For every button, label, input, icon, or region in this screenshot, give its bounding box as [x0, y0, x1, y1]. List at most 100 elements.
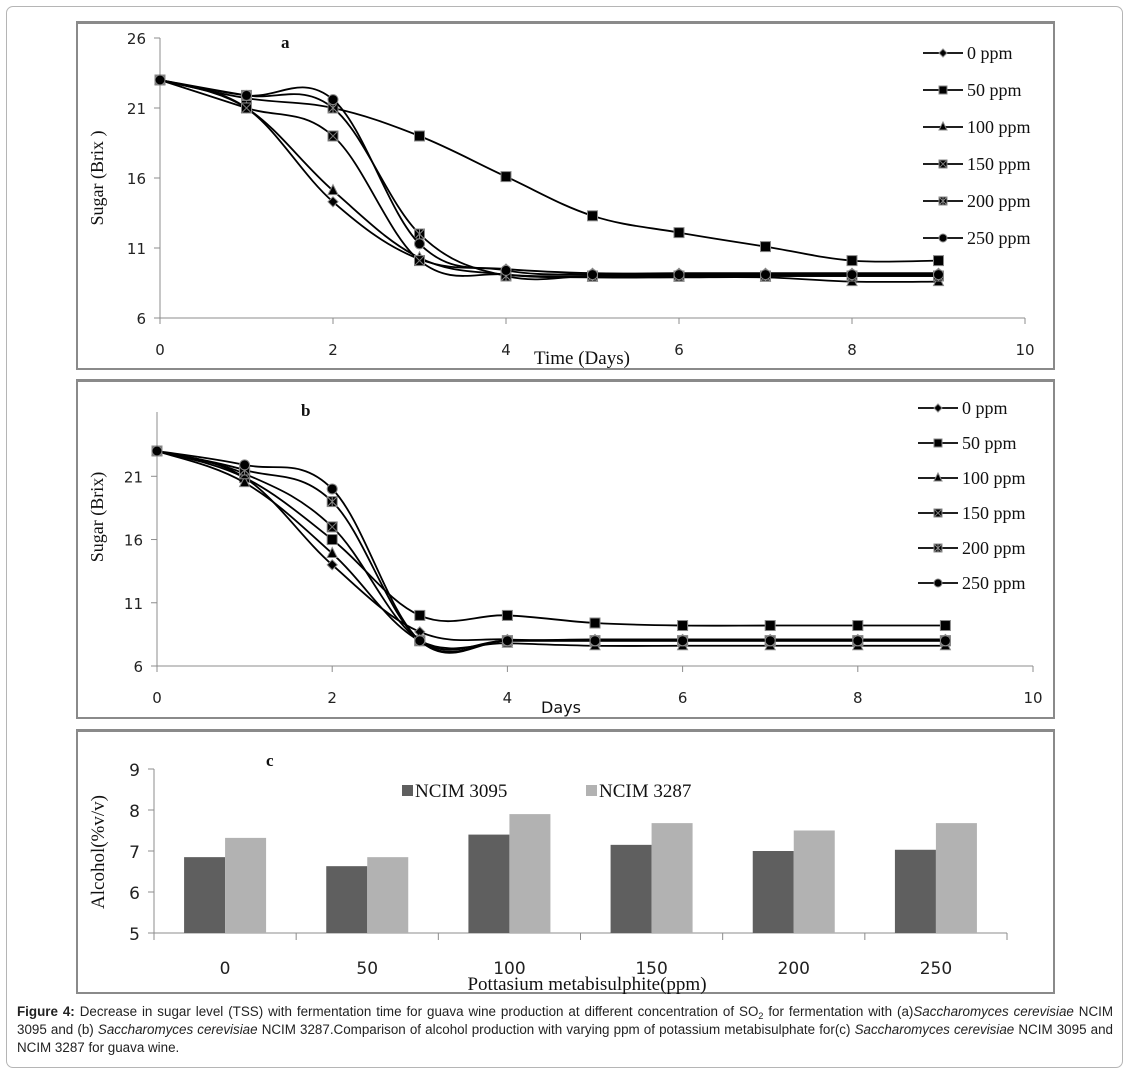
panel-label: b [301, 401, 310, 420]
series-line [159, 79, 939, 283]
chart-b-panel: 6 11 16 21 0 2 4 6 8 10 Days Sugar (Brix) b 0 ppm 50 p… [76, 379, 1055, 719]
data-point [764, 635, 776, 647]
legend-label: 150 ppm [962, 503, 1026, 523]
legend-marker-cross [933, 508, 943, 518]
legend-label: 0 ppm [967, 43, 1013, 63]
data-point [238, 475, 251, 488]
panel-label: a [281, 33, 290, 52]
series-line [159, 79, 939, 275]
series-line [159, 79, 939, 263]
y-tick-label: 21 [124, 468, 143, 486]
legend-marker [938, 120, 948, 131]
y-tick-label: 6 [136, 310, 146, 328]
x-tick-label: 100 [493, 959, 525, 979]
data-point-cross [241, 102, 252, 114]
x-axis-label: Time (Days) [534, 348, 630, 369]
legend-item: 250 ppm [918, 573, 1026, 593]
data-point [677, 635, 689, 647]
chart-a-panel: 6 11 16 21 26 0 2 4 6 8 10 Time (Days) Sugar (Brix )… [76, 21, 1055, 370]
data-point-star [326, 496, 338, 507]
legend-item: NCIM 3287 [586, 781, 691, 802]
caption-text: for fermentation with (a) [763, 1004, 914, 1019]
data-point [154, 74, 166, 86]
x-tick-label: 2 [327, 689, 337, 707]
legend-item: 50 ppm [923, 80, 1022, 100]
data-point [326, 546, 339, 558]
caption-species: Saccharomyces cerevisiae [913, 1004, 1074, 1019]
caption-text: NCIM 3287.Comparison of alcohol producti… [257, 1022, 855, 1037]
caption-subscript: 2 [758, 1011, 764, 1021]
x-tick-label: 0 [220, 959, 231, 979]
data-point [587, 210, 598, 222]
data-point [327, 196, 339, 208]
data-point [500, 171, 512, 183]
data-point [326, 559, 338, 571]
data-point-cross [414, 255, 425, 266]
legend-label: NCIM 3287 [599, 781, 691, 802]
y-tick-label: 16 [124, 532, 143, 550]
data-point [326, 534, 338, 546]
data-point [933, 269, 944, 281]
x-tick-label: 0 [155, 341, 165, 359]
x-tick-label: 2 [328, 341, 338, 359]
x-tick-label: 4 [501, 341, 511, 359]
data-point [673, 269, 685, 281]
x-axis-label: Days [541, 698, 581, 717]
legend-marker [938, 48, 948, 58]
legend-label: 50 ppm [962, 433, 1017, 453]
bar-NCIM-3095 [326, 866, 368, 933]
caption-species: Saccharomyces cerevisiae [97, 1022, 258, 1037]
bar-NCIM-3095 [610, 844, 652, 933]
legend-label: 200 ppm [962, 538, 1026, 558]
caption-text: NCIM 3095 and NCIM 3287 for guava wine. [17, 1022, 1113, 1055]
y-tick-label: 11 [124, 595, 143, 613]
x-tick-label: 10 [1023, 689, 1042, 707]
bar-NCIM-3287 [225, 837, 267, 933]
chart-b: 6 11 16 21 0 2 4 6 8 10 Days Sugar (Brix) b 0 ppm 50 p… [87, 398, 1043, 717]
legend-marker-star [938, 196, 948, 206]
x-tick-label: 6 [678, 689, 688, 707]
figure-frame [6, 6, 1123, 1068]
y-tick-label: 26 [127, 30, 146, 48]
x-tick-label: 8 [853, 689, 863, 707]
y-tick-label: 16 [127, 170, 146, 188]
series-50-ppm [151, 445, 951, 632]
legend-label: 250 ppm [962, 573, 1026, 593]
y-tick-label: 6 [129, 884, 140, 904]
data-point [501, 635, 513, 647]
series-200-ppm [151, 445, 951, 653]
x-tick-label: 4 [503, 689, 513, 707]
data-point [414, 238, 425, 250]
data-point [933, 255, 944, 267]
legend-marker [933, 471, 943, 482]
legend-item: 250 ppm [923, 228, 1031, 248]
x-axis-label: Pottasium metabisulphite(ppm) [467, 974, 706, 995]
legend-label: 0 ppm [962, 398, 1008, 418]
x-tick-label: 0 [152, 689, 162, 707]
series-150-ppm [154, 74, 944, 282]
bar-NCIM-3287 [793, 830, 835, 933]
x-tick-label: 10 [1015, 341, 1034, 359]
series-line [156, 450, 946, 653]
legend-item: 150 ppm [918, 503, 1026, 523]
data-point [852, 620, 864, 632]
data-point [587, 269, 598, 281]
data-point [760, 269, 771, 281]
x-tick-label: 200 [778, 959, 810, 979]
y-axis-label: Sugar (Brix) [87, 472, 108, 562]
caption-species: Saccharomyces cerevisiae [854, 1022, 1015, 1037]
bar-NCIM-3287 [367, 857, 409, 933]
data-point [852, 635, 864, 647]
y-tick-label: 7 [129, 843, 140, 863]
y-tick-label: 9 [129, 761, 140, 781]
bar-NCIM-3095 [752, 851, 794, 933]
data-point [501, 609, 513, 621]
data-point [151, 445, 163, 457]
series-250-ppm [151, 445, 951, 654]
data-point [241, 89, 252, 101]
legend-marker [933, 403, 943, 413]
y-tick-label: 5 [129, 925, 140, 945]
legend-marker-star [933, 543, 943, 553]
data-point [846, 255, 858, 267]
data-point [846, 269, 858, 281]
